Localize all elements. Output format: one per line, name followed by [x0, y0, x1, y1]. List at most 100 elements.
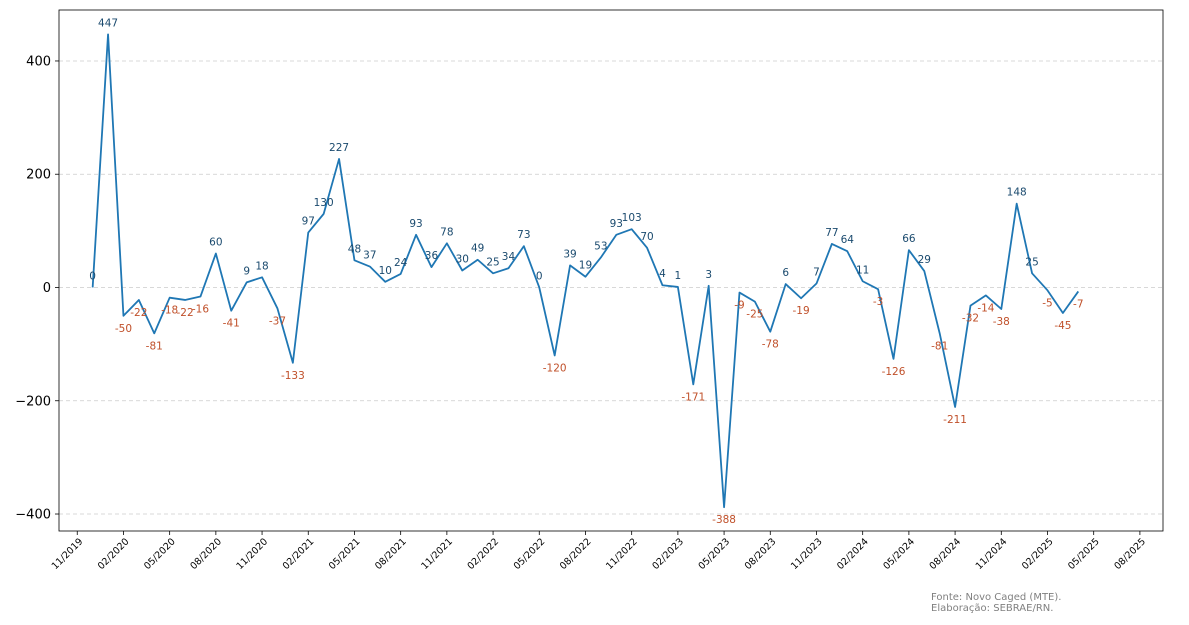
data-label: -78 [762, 339, 779, 351]
data-label: 10 [379, 265, 392, 277]
x-tick-label: 05/2025 [1066, 536, 1102, 572]
x-tick-label: 11/2021 [419, 536, 455, 572]
data-label: -3 [873, 296, 883, 308]
data-label: -18 [161, 305, 178, 317]
data-label: 36 [425, 250, 439, 262]
plot-frame [58, 9, 1164, 532]
data-label: 25 [486, 256, 499, 268]
y-tick-label: 0 [43, 281, 51, 296]
x-tick-label: 11/2024 [974, 536, 1010, 572]
data-label: 39 [563, 248, 576, 260]
data-label: -133 [281, 370, 305, 382]
data-label: 97 [302, 216, 315, 228]
data-label: -41 [223, 318, 240, 330]
data-label: 70 [640, 231, 653, 243]
data-label: -7 [1073, 298, 1083, 310]
data-label: 7 [813, 267, 820, 279]
x-tick-label: 02/2020 [96, 536, 132, 572]
x-tick-label: 08/2025 [1112, 536, 1148, 572]
x-tick-label: 05/2024 [881, 536, 917, 572]
data-label: 11 [856, 264, 869, 276]
data-label: 78 [440, 226, 453, 238]
data-label: -120 [543, 362, 567, 374]
data-label: 25 [1025, 256, 1038, 268]
data-label: 227 [329, 142, 349, 154]
data-label: -126 [882, 366, 906, 378]
data-label: 66 [902, 233, 916, 245]
data-label: 30 [456, 254, 469, 266]
data-label: 64 [841, 234, 855, 246]
data-label: 103 [622, 212, 642, 224]
y-tick-label: 200 [26, 168, 51, 183]
data-label: 24 [394, 257, 408, 269]
data-label: 34 [502, 251, 516, 263]
x-tick-label: 11/2023 [789, 536, 825, 572]
data-label: -38 [993, 316, 1010, 328]
data-label: 3 [705, 269, 712, 281]
data-label: -19 [793, 305, 810, 317]
data-label: 148 [1007, 187, 1027, 199]
y-tick-label: −200 [15, 394, 51, 409]
data-label: 37 [363, 250, 376, 262]
data-label: -81 [146, 340, 163, 352]
y-tick-label: 400 [26, 54, 51, 69]
series-line [91, 33, 1080, 509]
data-label: 53 [594, 240, 607, 252]
data-label: 29 [918, 254, 931, 266]
x-tick-label: 11/2019 [50, 536, 86, 572]
x-tick-label: 11/2022 [604, 536, 640, 572]
x-tick-label: 08/2020 [188, 536, 224, 572]
x-tick-label: 02/2025 [1020, 536, 1056, 572]
data-label: -81 [931, 340, 948, 352]
x-tick-label: 05/2021 [327, 536, 363, 572]
data-label: -22 [176, 307, 193, 319]
data-label: -50 [115, 323, 132, 335]
data-label: 93 [610, 218, 623, 230]
data-label: 0 [536, 270, 543, 282]
data-label: -32 [962, 313, 979, 325]
data-label: -16 [192, 304, 209, 316]
data-label: 60 [209, 237, 222, 249]
x-tick-label: 08/2021 [373, 536, 409, 572]
x-tick-label: 05/2023 [697, 536, 733, 572]
data-label: -9 [734, 300, 744, 312]
data-label: -45 [1054, 320, 1071, 332]
source-line-1: Fonte: Novo Caged (MTE). [931, 592, 1062, 603]
data-label: -22 [130, 307, 147, 319]
data-label: 49 [471, 243, 484, 255]
data-label: 4 [659, 268, 666, 280]
data-label: -211 [943, 414, 967, 426]
data-label: -5 [1042, 297, 1052, 309]
x-tick-label: 08/2023 [743, 536, 779, 572]
data-label: -171 [681, 391, 705, 403]
data-label: 77 [825, 227, 838, 239]
x-tick-label: 11/2020 [234, 536, 270, 572]
data-label: 130 [314, 197, 334, 209]
data-label: 48 [348, 243, 361, 255]
data-label: 73 [517, 229, 530, 241]
x-tick-label: 02/2021 [281, 536, 317, 572]
data-label: -14 [977, 302, 994, 314]
series [91, 33, 1080, 509]
data-label: 93 [409, 218, 422, 230]
data-label: 0 [89, 270, 96, 282]
x-tick-label: 05/2020 [142, 536, 178, 572]
data-label: 1 [675, 270, 682, 282]
x-tick-label: 05/2022 [512, 536, 548, 572]
data-label: 19 [579, 260, 592, 272]
x-tick-label: 08/2022 [558, 536, 594, 572]
source-line-2: Elaboração: SEBRAE/RN. [931, 603, 1054, 614]
y-tick-label: −400 [15, 508, 51, 523]
data-label: -388 [712, 514, 736, 526]
x-tick-label: 02/2022 [466, 536, 502, 572]
x-tick-label: 08/2024 [928, 536, 964, 572]
data-label: 6 [782, 267, 789, 279]
data-label: -25 [746, 309, 763, 321]
data-label: 9 [243, 265, 250, 277]
x-tick-label: 02/2024 [835, 536, 871, 572]
source-note: Fonte: Novo Caged (MTE). Elaboração: SEB… [931, 592, 1061, 614]
